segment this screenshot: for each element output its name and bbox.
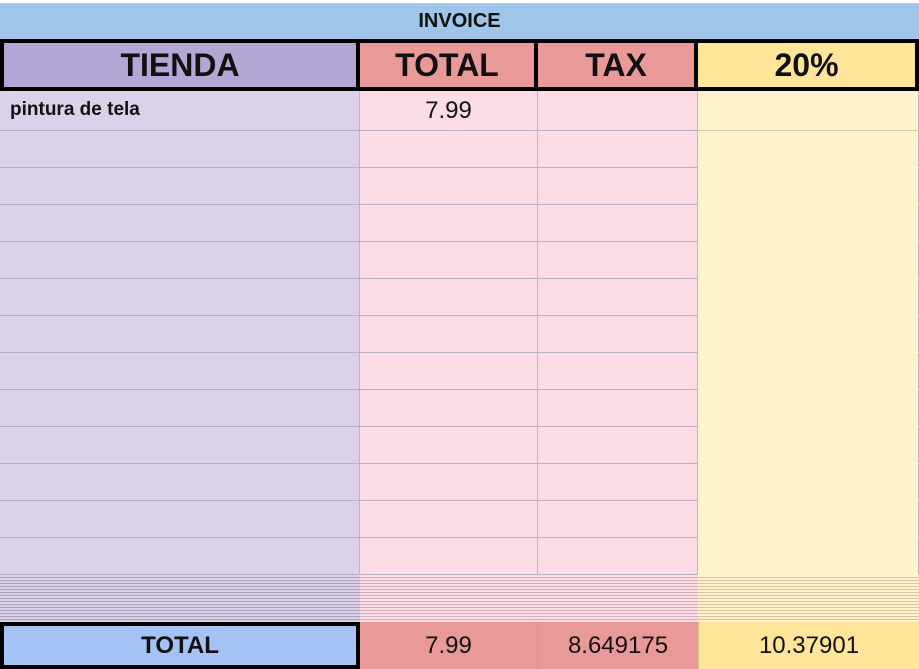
cell-tienda[interactable] [0,538,360,575]
cell-pct[interactable] [698,205,919,242]
cell-tax[interactable] [538,353,698,390]
cell-total[interactable] [360,131,538,168]
cell-pct[interactable] [698,131,919,168]
cell-total[interactable] [360,464,538,501]
totals-tax[interactable]: 8.649175 [538,622,698,669]
cell-tienda[interactable] [0,242,360,279]
cell-tienda[interactable]: pintura de tela [0,91,360,131]
invoice-title[interactable]: INVOICE [0,4,919,39]
top-strip [0,0,919,4]
cell-total[interactable] [360,242,538,279]
header-total[interactable]: TOTAL [360,39,538,91]
hidden-rows [698,575,919,622]
totals-pct[interactable]: 10.37901 [698,622,919,669]
cell-tienda[interactable] [0,205,360,242]
cell-tienda[interactable] [0,168,360,205]
hidden-rows [538,575,698,622]
cell-tax[interactable] [538,168,698,205]
hidden-rows [0,575,360,622]
cell-pct[interactable] [698,538,919,575]
cell-pct[interactable] [698,316,919,353]
cell-tax[interactable] [538,538,698,575]
cell-tax[interactable] [538,316,698,353]
cell-tienda[interactable] [0,353,360,390]
cell-total[interactable]: 7.99 [360,91,538,131]
cell-total[interactable] [360,538,538,575]
cell-total[interactable] [360,427,538,464]
cell-tienda[interactable] [0,131,360,168]
cell-pct[interactable] [698,279,919,316]
cell-tax[interactable] [538,427,698,464]
totals-label[interactable]: TOTAL [0,622,360,669]
cell-tienda[interactable] [0,279,360,316]
cell-pct[interactable] [698,242,919,279]
cell-tienda[interactable] [0,427,360,464]
cell-total[interactable] [360,390,538,427]
cell-tax[interactable] [538,91,698,131]
cell-tienda[interactable] [0,464,360,501]
cell-pct[interactable] [698,464,919,501]
cell-tax[interactable] [538,242,698,279]
cell-tax[interactable] [538,205,698,242]
cell-total[interactable] [360,205,538,242]
cell-tax[interactable] [538,390,698,427]
header-pct[interactable]: 20% [698,39,919,91]
cell-pct[interactable] [698,390,919,427]
cell-tienda[interactable] [0,390,360,427]
cell-pct[interactable] [698,353,919,390]
cell-total[interactable] [360,353,538,390]
cell-pct[interactable] [698,168,919,205]
cell-total[interactable] [360,279,538,316]
cell-tax[interactable] [538,131,698,168]
cell-tax[interactable] [538,279,698,316]
cell-tax[interactable] [538,464,698,501]
header-tax[interactable]: TAX [538,39,698,91]
totals-total[interactable]: 7.99 [360,622,538,669]
cell-total[interactable] [360,168,538,205]
cell-pct[interactable] [698,501,919,538]
hidden-rows [360,575,538,622]
cell-total[interactable] [360,501,538,538]
cell-tienda[interactable] [0,316,360,353]
header-tienda[interactable]: TIENDA [0,39,360,91]
cell-tienda[interactable] [0,501,360,538]
cell-pct[interactable] [698,427,919,464]
cell-pct[interactable] [698,91,919,131]
cell-tax[interactable] [538,501,698,538]
cell-total[interactable] [360,316,538,353]
